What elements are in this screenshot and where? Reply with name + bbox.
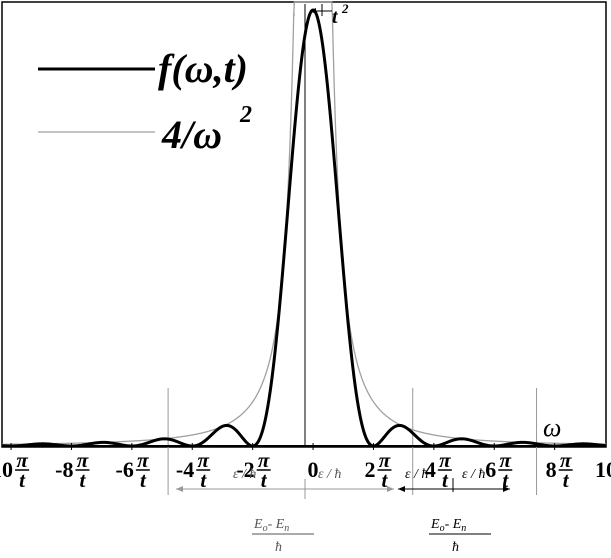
svg-text:4: 4: [425, 457, 436, 482]
x-tick-label: -8 πt: [55, 448, 90, 492]
x-tick-label: -6 πt: [116, 448, 150, 492]
svg-text:-8: -8: [55, 457, 73, 482]
svg-text:t: t: [200, 468, 207, 492]
svg-text:Eo- En: Eo- En: [430, 517, 466, 534]
svg-text:π: π: [258, 448, 270, 472]
svg-text:π: π: [379, 448, 391, 472]
svg-text:Eo- En: Eo- En: [253, 517, 289, 534]
svg-text:t: t: [140, 468, 147, 492]
x-tick-label: -10πt: [0, 448, 30, 492]
svg-text:t: t: [563, 468, 570, 492]
svg-text:-6: -6: [116, 457, 134, 482]
eps-label-1: ε / ħ: [233, 467, 256, 482]
svg-text:π: π: [500, 448, 512, 472]
energy-fraction-1: Eo- En ħ: [252, 517, 314, 555]
svg-text:8: 8: [546, 457, 557, 482]
legend: f(ω,t) 4/ω 2: [38, 46, 252, 157]
x-tick-label: 8 πt: [546, 448, 573, 492]
svg-text:t: t: [382, 468, 389, 492]
svg-text:10: 10: [595, 457, 611, 482]
svg-text:-4: -4: [176, 457, 194, 482]
svg-text:-10: -10: [0, 457, 13, 482]
legend-label-f: f(ω,t): [158, 46, 248, 91]
eps-label-2: ε / ħ: [318, 467, 341, 482]
x-tick-label: 0: [308, 457, 319, 482]
x-tick-label: -4 πt: [176, 448, 211, 492]
svg-text:π: π: [137, 448, 149, 472]
x-tick-labels: -10πt-8πt-6πt-4πt-2πt02πt4πt6πt8πt10πt: [0, 443, 611, 492]
svg-text:-2: -2: [236, 457, 254, 482]
svg-text:t: t: [80, 468, 87, 492]
svg-text:π: π: [16, 448, 28, 472]
peak-label: t: [332, 6, 339, 28]
x-axis-name: ω: [543, 413, 561, 442]
x-tick-label: 6 πt: [485, 448, 513, 492]
svg-text:π: π: [560, 448, 572, 472]
x-tick-label: -2 πt: [236, 448, 271, 492]
svg-text:t: t: [19, 468, 26, 492]
legend-label-inv-sup: 2: [239, 102, 252, 128]
eps-label-4: ε / ħ: [462, 467, 485, 482]
svg-text:2: 2: [364, 457, 375, 482]
peak-label-sup: 2: [341, 1, 349, 16]
svg-text:π: π: [198, 448, 210, 472]
vertical-markers: [167, 388, 538, 495]
svg-text:t: t: [442, 468, 449, 492]
svg-text:π: π: [77, 448, 89, 472]
peak-annotation: t 2: [310, 1, 349, 28]
svg-text:t: t: [261, 468, 268, 492]
x-tick-label: 4 πt: [425, 448, 452, 492]
series-f-omega-t: [1, 8, 607, 448]
eps-label-3: ε / ħ: [405, 467, 428, 482]
legend-label-inv: 4/ω: [161, 112, 222, 157]
svg-text:π: π: [439, 448, 451, 472]
svg-text:t: t: [502, 468, 509, 492]
svg-text:ħ: ħ: [452, 540, 459, 555]
svg-text:0: 0: [308, 457, 319, 482]
svg-text:6: 6: [485, 457, 496, 482]
energy-annotations: ε / ħ ε / ħ ε / ħ ε / ħ Eo- En ħ Eo- En …: [176, 467, 510, 555]
svg-text:ħ: ħ: [275, 540, 282, 555]
x-tick-label: 10πt: [595, 457, 611, 482]
x-tick-label: 2 πt: [364, 448, 392, 492]
energy-fraction-2: Eo- En ħ: [429, 517, 491, 555]
